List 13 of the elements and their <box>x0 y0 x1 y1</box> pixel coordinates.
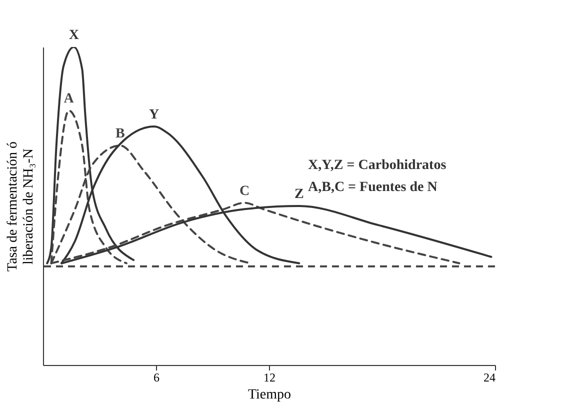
annotation: A,B,C = Fuentes de N <box>308 180 438 195</box>
x-tick-label: 12 <box>264 370 276 384</box>
series-label: Y <box>149 108 160 122</box>
x-tick-label: 24 <box>484 370 496 384</box>
series-label: B <box>116 126 125 142</box>
annotation: X,Y,Z = Carbohidratos <box>308 158 447 173</box>
y-axis-title: Tasa de fermentación ó liberación de NH₃-N <box>6 141 36 272</box>
x-axis-title: Tiempo <box>248 388 292 402</box>
series-label: X <box>68 28 79 43</box>
series-label: Z <box>294 187 304 202</box>
series-label: C <box>239 184 250 199</box>
series-label: A <box>64 92 75 107</box>
x-tick-label: 6 <box>154 370 160 384</box>
